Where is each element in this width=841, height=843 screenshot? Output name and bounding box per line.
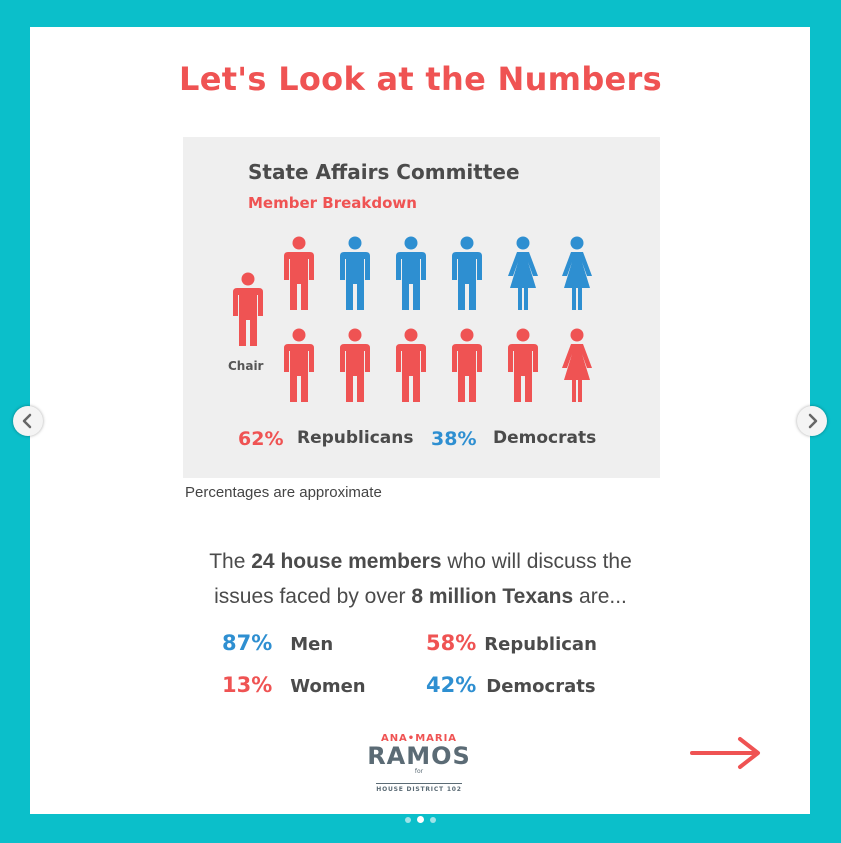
republicans-label: Republicans	[297, 428, 414, 448]
female-figure-icon	[560, 328, 594, 404]
next-slide-button[interactable]	[797, 406, 827, 436]
female-figure-icon	[506, 236, 540, 312]
democrats-pct: 38%	[431, 428, 477, 450]
carousel-dot[interactable]	[405, 817, 411, 823]
previous-slide-button[interactable]	[13, 406, 43, 436]
republicans-pct: 62%	[238, 428, 284, 450]
stat-republican: 58% Republican	[426, 631, 597, 655]
male-figure-icon	[450, 236, 484, 312]
male-figure-icon	[338, 328, 372, 404]
male-figure-icon	[282, 328, 316, 404]
carousel-dot[interactable]	[430, 817, 436, 823]
chair-figure-icon	[231, 272, 265, 348]
carousel-dot-active[interactable]	[417, 816, 424, 823]
male-figure-icon	[282, 236, 316, 312]
stat-women: 13% Women	[222, 673, 366, 697]
male-figure-icon	[506, 328, 540, 404]
chevron-right-icon	[808, 413, 818, 429]
summary-line-1: The 24 house members who will discuss th…	[209, 550, 632, 573]
chair-label: Chair	[228, 359, 264, 373]
panel-title: State Affairs Committee	[248, 160, 520, 184]
male-figure-icon	[394, 328, 428, 404]
approximation-note: Percentages are approximate	[185, 484, 382, 501]
stat-democrats: 42% Democrats	[426, 673, 596, 697]
carousel-dots	[403, 816, 439, 824]
page-title: Let's Look at the Numbers	[179, 60, 662, 98]
male-figure-icon	[450, 328, 484, 404]
summary-line-2: issues faced by over 8 million Texans ar…	[214, 585, 627, 608]
chevron-left-icon	[22, 413, 32, 429]
panel-subtitle: Member Breakdown	[248, 194, 417, 212]
male-figure-icon	[338, 236, 372, 312]
female-figure-icon	[560, 236, 594, 312]
male-figure-icon	[394, 236, 428, 312]
right-arrow-icon	[690, 737, 760, 769]
campaign-logo: ANA•MARIA RAMOS for HOUSE DISTRICT 102	[367, 733, 471, 793]
democrats-label: Democrats	[493, 428, 597, 448]
stat-men: 87% Men	[222, 631, 334, 655]
